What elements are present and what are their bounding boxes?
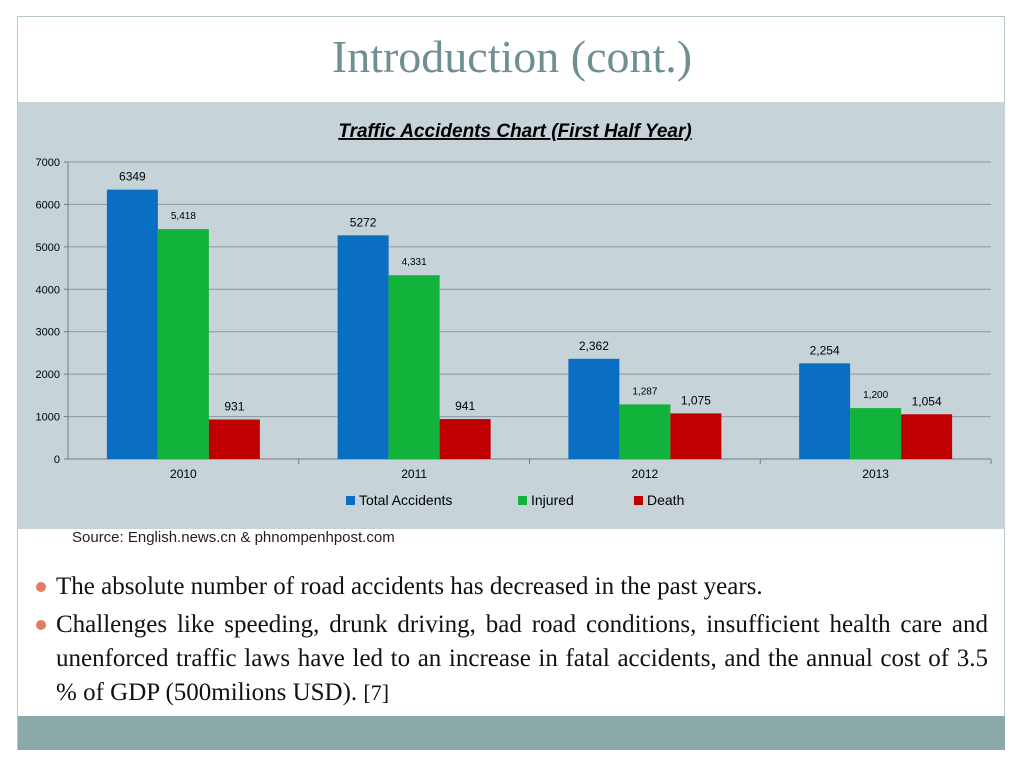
bar [568,358,620,459]
bullet-item: The absolute number of road accidents ha… [36,570,988,604]
bar [799,363,851,459]
y-tick-label: 0 [54,454,60,466]
legend-label: Total Accidents [359,492,452,508]
chart-title: Traffic Accidents Chart (First Half Year… [338,121,691,142]
x-tick-label: 2011 [401,467,427,481]
bar [388,275,440,459]
data-label: 941 [455,399,475,413]
y-tick-label: 4000 [36,284,60,296]
slide-title: Introduction (cont.) [331,31,693,82]
bar [157,229,209,459]
legend-label: Injured [531,492,574,508]
bullet-dot-icon [36,620,46,630]
data-label: 1,054 [912,394,942,408]
y-tick-label: 2000 [36,369,60,381]
x-tick-label: 2013 [862,467,889,481]
bar [208,419,260,459]
bar-chart: Traffic Accidents Chart (First Half Year… [36,121,992,508]
bullet-text: The absolute number of road accidents ha… [56,573,763,600]
y-tick-label: 7000 [36,157,60,169]
source-note: Source: English.news.cn & phnompenhpost.… [72,529,395,546]
data-label: 1,287 [632,386,657,397]
x-tick-label: 2010 [170,467,197,481]
bar [439,419,491,459]
data-label: 6349 [119,170,146,184]
data-label: 5272 [350,215,377,229]
reference-marker: [7] [363,680,390,705]
bar [901,414,953,459]
y-tick-label: 3000 [36,327,60,339]
bullet-item: Challenges like speeding, drunk driving,… [36,608,988,710]
footer-bar [18,716,1005,750]
chart-area: Traffic Accidents Chart (First Half Year… [18,102,1005,529]
bullet-text: Challenges like speeding, drunk driving,… [56,611,988,706]
bar [850,408,902,459]
data-label: 4,331 [402,257,427,268]
bar [670,413,722,459]
data-label: 931 [224,399,244,413]
bar [619,404,671,459]
y-tick-label: 6000 [36,199,60,211]
legend-swatch [518,496,527,505]
legend-swatch [634,496,643,505]
legend-swatch [346,496,355,505]
y-tick-label: 1000 [36,412,60,424]
legend-label: Death [647,492,684,508]
data-label: 1,075 [681,393,711,407]
x-tick-label: 2012 [632,467,659,481]
y-tick-label: 5000 [36,242,60,254]
data-label: 5,418 [171,211,196,222]
data-label: 2,362 [579,339,609,353]
bar [337,235,389,459]
data-label: 1,200 [863,390,888,401]
data-label: 2,254 [810,343,840,357]
bar [106,189,158,459]
bullet-dot-icon [36,582,46,592]
bullet-list: The absolute number of road accidents ha… [36,570,988,714]
